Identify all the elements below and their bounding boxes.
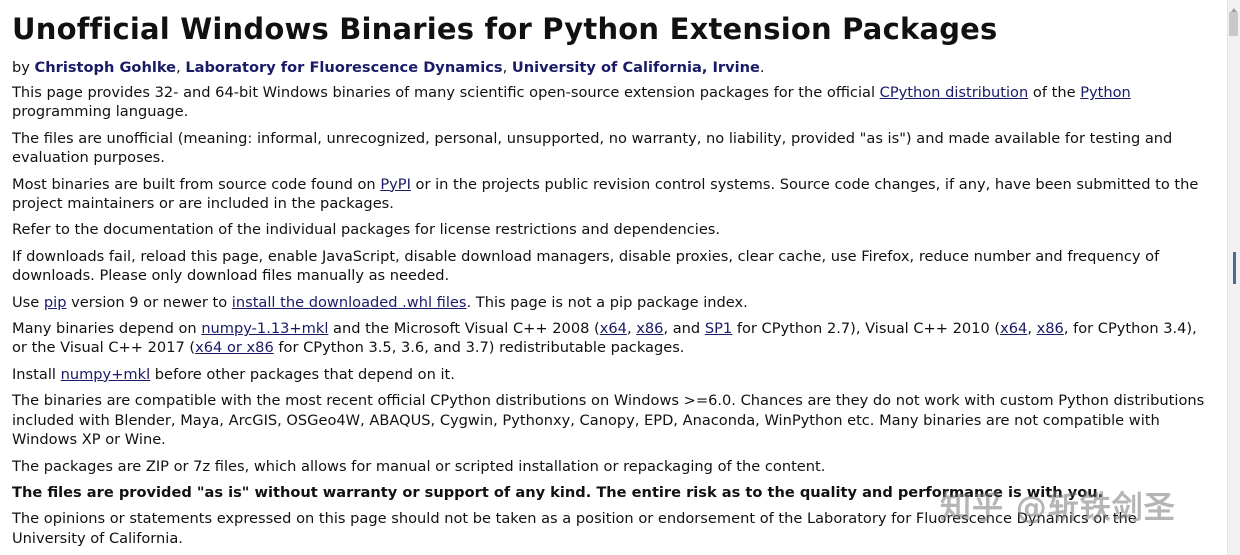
byline-sep2: , xyxy=(502,59,512,76)
install-numpy-paragraph: Install numpy+mkl before other packages … xyxy=(12,365,1212,384)
vc2010-x86-link[interactable]: x86 xyxy=(1036,320,1064,338)
dep-text-3: , xyxy=(626,320,637,338)
intro-paragraph: This page provides 32- and 64-bit Window… xyxy=(12,83,1212,122)
downloads-paragraph: If downloads fail, reload this page, ena… xyxy=(12,247,1160,285)
vc2010-x64-link[interactable]: x64 xyxy=(1000,320,1028,338)
pip-text-2: version 9 or newer to xyxy=(66,293,232,311)
byline-end: . xyxy=(759,59,765,76)
source-paragraph: Most binaries are built from source code… xyxy=(12,175,1212,214)
python-link[interactable]: Python xyxy=(1080,84,1131,101)
scrollbar-thumb[interactable] xyxy=(1229,12,1238,36)
vc2008-x64-link[interactable]: x64 xyxy=(599,320,627,338)
page-content: Unofficial Windows Binaries for Python E… xyxy=(12,0,1212,548)
watermark-text: 知乎 @斩铁剑圣 xyxy=(940,490,1176,526)
dep-text-5: for CPython 2.7), Visual C++ 2010 ( xyxy=(732,320,1001,338)
dep-text-7: , for CPython 3.4), or the Visual C++ 20… xyxy=(12,320,1197,357)
pip-link[interactable]: pip xyxy=(43,293,67,311)
source-text-1: Most binaries are built from source code… xyxy=(12,175,381,193)
install-text-1: Install xyxy=(12,365,61,383)
packages-format-paragraph: The packages are ZIP or 7z files, which … xyxy=(12,457,826,475)
compatibility-paragraph: The binaries are compatible with the mos… xyxy=(12,392,1205,449)
opinions-paragraph: The opinions or statements expressed on … xyxy=(12,510,1137,547)
license-paragraph: Refer to the documentation of the indivi… xyxy=(12,221,721,239)
byline-prefix: by xyxy=(12,59,35,76)
lab-link[interactable]: Laboratory for Fluorescence Dynamics xyxy=(185,59,503,76)
numpy-mkl-link[interactable]: numpy-1.13+mkl xyxy=(201,320,329,338)
author-link[interactable]: Christoph Gohlke xyxy=(34,59,177,76)
intro-text-2: of the xyxy=(1028,84,1081,101)
intro-text-3: programming language. xyxy=(12,103,189,121)
pip-text-3: . This page is not a pip package index. xyxy=(466,293,748,311)
university-link[interactable]: University of California, Irvine xyxy=(511,59,760,76)
dep-text-4: , and xyxy=(663,320,705,338)
install-whl-link[interactable]: install the downloaded .whl files xyxy=(231,293,467,311)
intro-text-1: This page provides 32- and 64-bit Window… xyxy=(12,84,880,101)
dep-text-6: , xyxy=(1027,320,1037,338)
dep-text-8: for CPython 3.5, 3.6, and 3.7) redistrib… xyxy=(273,339,685,357)
unofficial-paragraph: The files are unofficial (meaning: infor… xyxy=(12,129,1173,167)
vc2008-x86-link[interactable]: x86 xyxy=(636,320,664,338)
source-text-2: or in the projects public revision contr… xyxy=(12,175,1199,213)
install-text-2: before other packages that depend on it. xyxy=(150,365,455,383)
vc2008-sp1-link[interactable]: SP1 xyxy=(704,320,733,338)
scroll-up-arrow-icon[interactable] xyxy=(1230,8,1238,13)
vertical-scrollbar[interactable] xyxy=(1227,0,1240,555)
pypi-link[interactable]: PyPI xyxy=(380,175,411,193)
dep-text-1: Many binaries depend on xyxy=(12,320,202,338)
byline: by Christoph Gohlke, Laboratory for Fluo… xyxy=(12,58,1212,78)
scroll-position-marker xyxy=(1233,252,1236,284)
dependencies-paragraph: Many binaries depend on numpy-1.13+mkl a… xyxy=(12,319,1212,358)
vc2017-link[interactable]: x64 or x86 xyxy=(195,339,274,357)
page-title: Unofficial Windows Binaries for Python E… xyxy=(12,12,998,46)
pip-text-1: Use xyxy=(12,293,44,311)
dep-text-2: and the Microsoft Visual C++ 2008 ( xyxy=(328,320,600,338)
cpython-distribution-link[interactable]: CPython distribution xyxy=(879,84,1029,101)
pip-paragraph: Use pip version 9 or newer to install th… xyxy=(12,293,1212,312)
warranty-paragraph: The files are provided "as is" without w… xyxy=(12,483,1104,501)
byline-sep1: , xyxy=(176,59,186,76)
numpy-mkl-install-link[interactable]: numpy+mkl xyxy=(60,365,151,383)
